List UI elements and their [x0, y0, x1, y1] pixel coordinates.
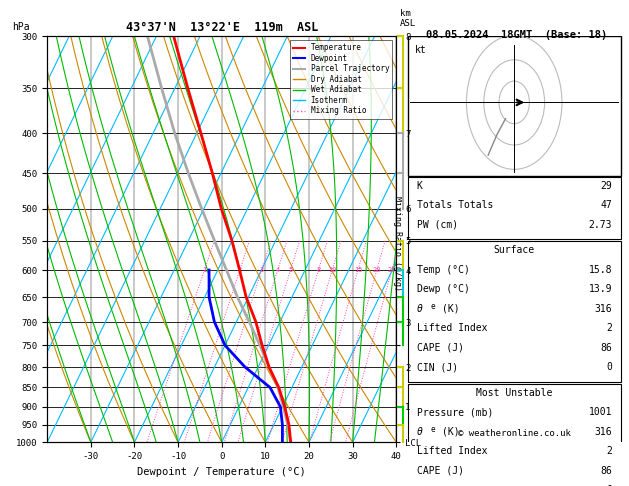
- Text: hPa: hPa: [13, 22, 30, 33]
- Text: Temp (°C): Temp (°C): [416, 265, 469, 275]
- Text: Most Unstable: Most Unstable: [476, 388, 552, 398]
- Text: K: K: [416, 181, 423, 191]
- Text: θ: θ: [416, 304, 423, 314]
- Text: Lifted Index: Lifted Index: [416, 446, 487, 456]
- Text: (K): (K): [442, 304, 459, 314]
- Text: 1001: 1001: [588, 407, 612, 417]
- Text: 47: 47: [600, 200, 612, 210]
- Text: 5: 5: [288, 267, 292, 273]
- Text: 29: 29: [600, 181, 612, 191]
- Text: 8: 8: [316, 267, 321, 273]
- Text: 13.9: 13.9: [588, 284, 612, 295]
- Text: 316: 316: [594, 427, 612, 437]
- Text: © weatheronline.co.uk: © weatheronline.co.uk: [458, 429, 571, 438]
- Text: 1: 1: [203, 267, 206, 273]
- Bar: [408, 242, 621, 382]
- Text: 2: 2: [238, 267, 242, 273]
- Text: CAPE (J): CAPE (J): [416, 466, 464, 476]
- Text: Pressure (mb): Pressure (mb): [416, 407, 493, 417]
- Text: (K): (K): [442, 427, 459, 437]
- Bar: [408, 36, 621, 176]
- Text: kt: kt: [415, 45, 426, 54]
- Text: 25: 25: [387, 267, 396, 273]
- X-axis label: Dewpoint / Temperature (°C): Dewpoint / Temperature (°C): [137, 467, 306, 477]
- Text: CIN (J): CIN (J): [416, 363, 458, 372]
- Text: 86: 86: [600, 343, 612, 353]
- Text: 0: 0: [606, 363, 612, 372]
- Bar: [408, 384, 621, 486]
- Text: 15.8: 15.8: [588, 265, 612, 275]
- Text: θ: θ: [416, 427, 423, 437]
- Text: 20: 20: [372, 267, 381, 273]
- Text: 3: 3: [260, 267, 264, 273]
- Text: 86: 86: [600, 466, 612, 476]
- Text: PW (cm): PW (cm): [416, 220, 458, 230]
- Text: CAPE (J): CAPE (J): [416, 343, 464, 353]
- Text: 316: 316: [594, 304, 612, 314]
- Text: Lifted Index: Lifted Index: [416, 323, 487, 333]
- Text: 4: 4: [276, 267, 280, 273]
- Text: 08.05.2024  18GMT  (Base: 18): 08.05.2024 18GMT (Base: 18): [426, 30, 608, 40]
- Text: Dewp (°C): Dewp (°C): [416, 284, 469, 295]
- Text: Totals Totals: Totals Totals: [416, 200, 493, 210]
- Text: Mixing Ratio (g/kg): Mixing Ratio (g/kg): [393, 195, 402, 291]
- Text: e: e: [431, 302, 435, 311]
- Text: 2: 2: [606, 323, 612, 333]
- Text: Surface: Surface: [494, 245, 535, 256]
- Bar: [408, 177, 621, 240]
- Text: 10: 10: [328, 267, 337, 273]
- Title: 43°37'N  13°22'E  119m  ASL: 43°37'N 13°22'E 119m ASL: [126, 21, 318, 34]
- Legend: Temperature, Dewpoint, Parcel Trajectory, Dry Adiabat, Wet Adiabat, Isotherm, Mi: Temperature, Dewpoint, Parcel Trajectory…: [290, 40, 392, 119]
- Text: 15: 15: [353, 267, 362, 273]
- Text: 2: 2: [606, 446, 612, 456]
- Text: e: e: [431, 425, 435, 434]
- Text: km
ASL: km ASL: [400, 9, 416, 28]
- Text: 2.73: 2.73: [588, 220, 612, 230]
